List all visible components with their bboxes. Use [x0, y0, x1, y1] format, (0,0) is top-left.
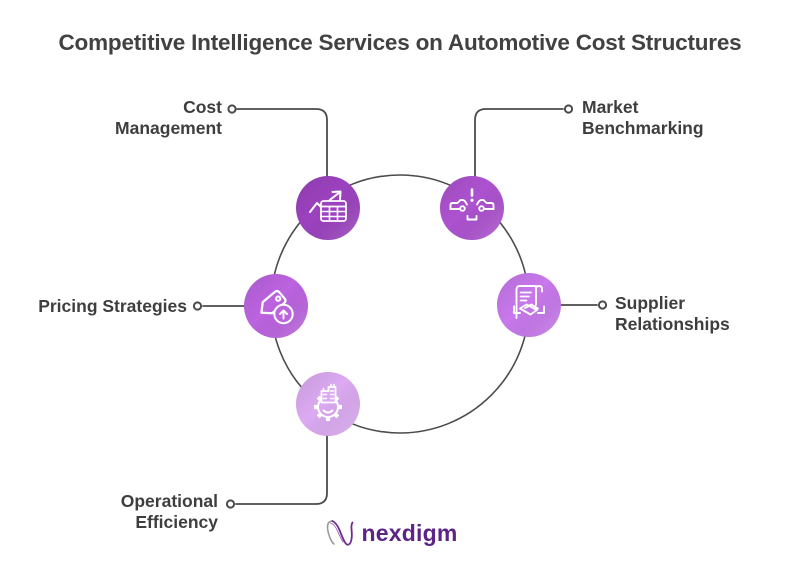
node-operational-efficiency: [296, 372, 360, 436]
page-title: Competitive Intelligence Services on Aut…: [58, 30, 742, 55]
node-supplier-relationships: [497, 273, 561, 337]
node-shading: [440, 176, 504, 240]
node-shading: [244, 274, 308, 338]
connector-cost-management: [236, 108, 328, 178]
label-pricing-strategies: Pricing Strategies: [38, 296, 187, 316]
node-shading: [296, 372, 360, 436]
connector-operational-efficiency: [235, 434, 328, 505]
dot-supplier-relationships: [597, 300, 608, 310]
label-cost-management: Cost Management: [115, 97, 222, 138]
dot-market-benchmarking: [563, 104, 574, 114]
label-market-benchmarking: Market Benchmarking: [582, 97, 704, 138]
label-supplier-relationships: Supplier Relationships: [615, 293, 730, 334]
node-cost-management: [296, 176, 360, 240]
n-wave-icon: [326, 520, 354, 546]
brand-logo-text: nexdigm: [361, 519, 458, 546]
contract-handshake-icon: [513, 285, 545, 319]
node-pricing-strategies: [244, 274, 308, 338]
price-tag-growth-icon: [260, 289, 294, 325]
car-comparison-icon: [449, 188, 495, 221]
growth-chart-table-icon: [309, 190, 347, 222]
brand-logo: nexdigm: [325, 517, 458, 549]
connector-market-benchmarking: [474, 108, 564, 178]
factory-gear-icon: [314, 383, 342, 421]
dot-pricing-strategies: [192, 301, 203, 311]
dot-operational-efficiency: [225, 499, 236, 509]
dot-cost-management: [227, 104, 237, 114]
node-market-benchmarking: [440, 176, 504, 240]
label-operational-efficiency: Operational Efficiency: [120, 491, 218, 532]
